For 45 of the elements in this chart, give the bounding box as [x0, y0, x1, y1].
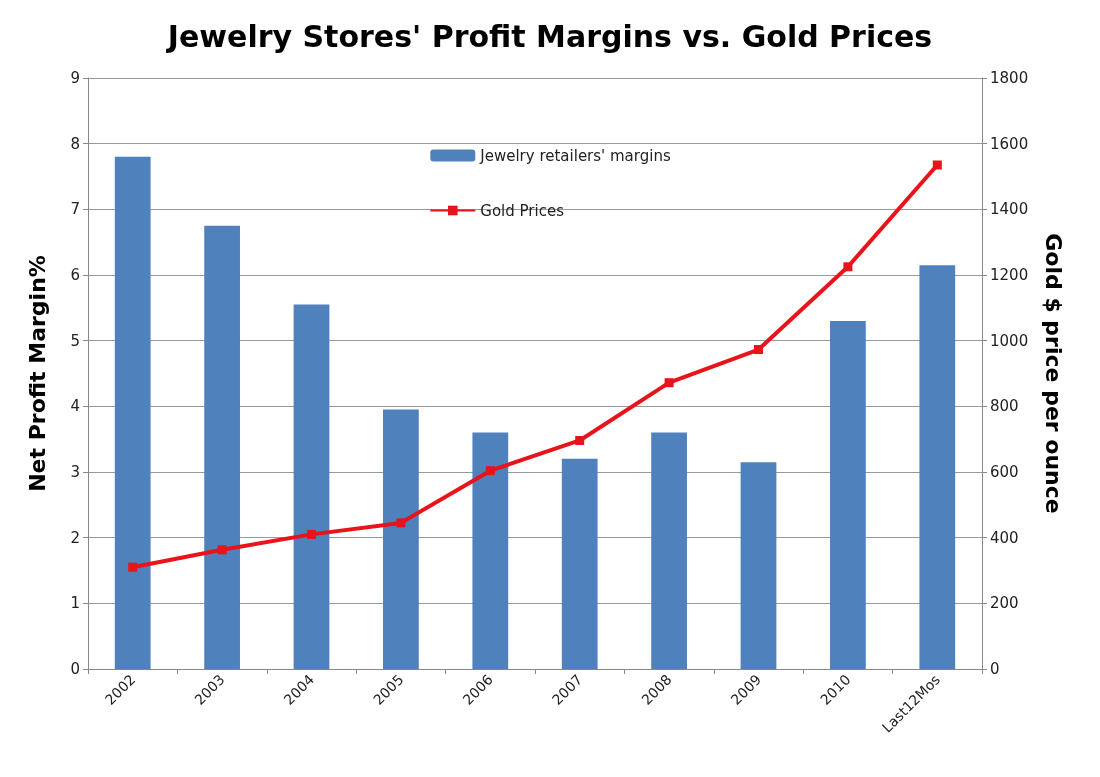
point	[128, 562, 138, 572]
bar	[561, 458, 598, 669]
y2-tick-label: 1000	[990, 331, 1029, 350]
bar	[204, 225, 240, 669]
legend-label: Gold Prices	[480, 201, 565, 220]
y-tick-label: 5	[70, 331, 80, 350]
point	[932, 160, 942, 170]
bar	[293, 304, 330, 669]
y2-tick-label: 800	[990, 397, 1019, 416]
y-tick-label: 7	[70, 200, 80, 219]
y2-tick-label: 0	[990, 660, 1000, 678]
point	[664, 378, 674, 388]
y-tick-label: 6	[70, 266, 80, 284]
bar	[472, 432, 509, 669]
y-axis-title: Net Profit Margin%	[24, 255, 50, 492]
y-tick-label: 8	[70, 134, 80, 153]
point	[575, 435, 585, 445]
y2-tick-label: 1600	[990, 134, 1029, 153]
y2-axis-title: Gold $ price per ounce	[1040, 233, 1066, 514]
point	[485, 466, 495, 476]
bar	[830, 320, 866, 669]
point	[307, 529, 316, 539]
point	[754, 345, 763, 355]
y-tick-label: 3	[70, 463, 80, 481]
y2-tick-label: 1800	[990, 69, 1029, 87]
bar	[651, 432, 687, 669]
y-tick-label: 0	[70, 660, 80, 678]
y-tick-label: 1	[70, 594, 80, 613]
chart-title: Jewelry Stores' Profit Margins vs. Gold Prices	[165, 18, 933, 54]
y-tick-label: 9	[70, 69, 80, 87]
point	[843, 262, 853, 272]
y-tick-label: 4	[70, 397, 80, 416]
y2-tick-label: 1200	[990, 266, 1029, 284]
bar	[919, 265, 956, 669]
bar	[740, 462, 777, 669]
y2-tick-label: 600	[990, 463, 1019, 481]
bar	[383, 409, 419, 669]
point	[217, 545, 227, 555]
bar	[114, 156, 151, 669]
y2-tick-label: 400	[990, 528, 1019, 547]
legend-label: Jewelry retailers' margins	[479, 146, 671, 165]
y2-tick-label: 1400	[990, 200, 1029, 219]
point	[396, 518, 406, 528]
y2-tick-label: 200	[990, 594, 1019, 613]
y-tick-label: 2	[70, 528, 80, 547]
